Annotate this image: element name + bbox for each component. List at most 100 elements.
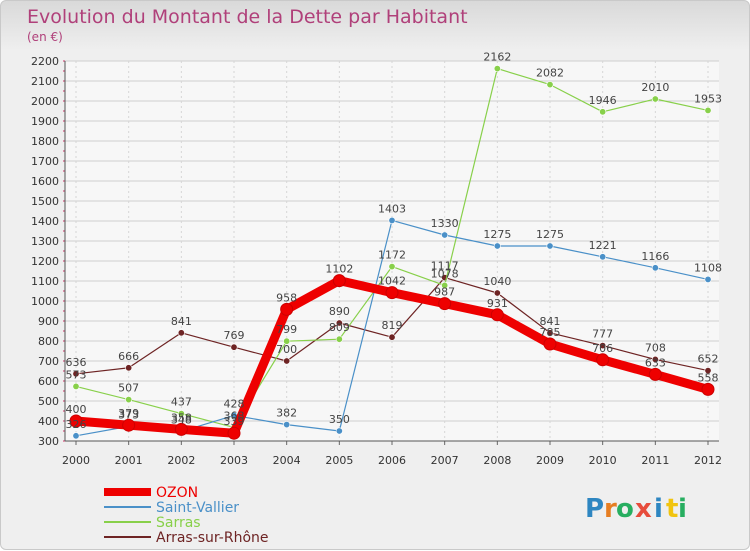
data-label-arras-sur-rh-ne: 890 bbox=[329, 305, 350, 318]
point-saint-vallier bbox=[651, 264, 659, 272]
data-label-sarras: 1078 bbox=[431, 267, 459, 280]
point-arras-sur-rh-ne bbox=[230, 343, 238, 351]
data-label-sarras: 809 bbox=[329, 321, 350, 334]
chart-subtitle: (en €) bbox=[27, 30, 63, 44]
point-ozon bbox=[543, 337, 557, 351]
point-sarras bbox=[493, 65, 501, 73]
point-arras-sur-rh-ne bbox=[72, 370, 80, 378]
point-arras-sur-rh-ne bbox=[704, 367, 712, 375]
y-tick-label: 1100 bbox=[31, 275, 59, 288]
data-label-saint-vallier: 1221 bbox=[589, 239, 617, 252]
grid bbox=[65, 60, 719, 442]
point-saint-vallier bbox=[599, 253, 607, 261]
point-ozon bbox=[174, 422, 188, 436]
point-sarras bbox=[599, 108, 607, 116]
chart-title: Evolution du Montant de la Dette par Hab… bbox=[27, 6, 468, 28]
data-label-ozon: 558 bbox=[698, 371, 719, 384]
point-arras-sur-rh-ne bbox=[335, 319, 343, 327]
data-label-arras-sur-rh-ne: 777 bbox=[592, 328, 613, 341]
legend-label-sarras: Sarras bbox=[156, 515, 201, 531]
data-label-sarras: 2162 bbox=[483, 51, 511, 64]
logo-letter: P bbox=[585, 494, 604, 524]
data-label-ozon: 1102 bbox=[325, 263, 353, 276]
data-label-sarras: 1946 bbox=[589, 94, 617, 107]
point-sarras bbox=[388, 263, 396, 271]
data-label-arras-sur-rh-ne: 841 bbox=[540, 315, 561, 328]
point-saint-vallier bbox=[441, 231, 449, 239]
point-saint-vallier bbox=[335, 427, 343, 435]
y-tick-label: 900 bbox=[38, 315, 59, 328]
point-saint-vallier bbox=[704, 275, 712, 283]
x-tick-label: 2010 bbox=[589, 454, 617, 467]
x-tick-label: 2002 bbox=[167, 454, 195, 467]
logo-letter: o bbox=[616, 494, 634, 524]
data-label-sarras: 368 bbox=[224, 409, 245, 422]
x-tick-label: 2009 bbox=[536, 454, 564, 467]
data-label-ozon: 785 bbox=[540, 326, 561, 339]
point-saint-vallier bbox=[493, 242, 501, 250]
point-sarras bbox=[335, 335, 343, 343]
point-sarras bbox=[704, 106, 712, 114]
point-saint-vallier bbox=[388, 216, 396, 224]
point-arras-sur-rh-ne bbox=[493, 289, 501, 297]
y-tick-label: 1900 bbox=[31, 115, 59, 128]
legend-label-arras-sur-rh-ne: Arras-sur-Rhône bbox=[156, 530, 269, 546]
point-arras-sur-rh-ne bbox=[388, 333, 396, 341]
x-tick-label: 2001 bbox=[115, 454, 143, 467]
point-ozon bbox=[122, 418, 136, 432]
data-label-saint-vallier: 428 bbox=[224, 397, 245, 410]
data-label-sarras: 799 bbox=[276, 323, 297, 336]
y-tick-label: 1500 bbox=[31, 195, 59, 208]
data-label-ozon: 400 bbox=[66, 403, 87, 416]
data-label-arras-sur-rh-ne: 841 bbox=[171, 315, 192, 328]
x-tick-label: 2003 bbox=[220, 454, 248, 467]
data-label-sarras: 2010 bbox=[641, 81, 669, 94]
data-label-saint-vallier: 1275 bbox=[536, 228, 564, 241]
y-tick-label: 500 bbox=[38, 395, 59, 408]
x-tick-label: 2011 bbox=[641, 454, 669, 467]
y-tick-label: 1700 bbox=[31, 155, 59, 168]
logo-letter: t bbox=[666, 494, 678, 524]
point-ozon bbox=[227, 426, 241, 440]
data-label-sarras: 507 bbox=[118, 382, 139, 395]
y-tick-label: 1400 bbox=[31, 215, 59, 228]
point-sarras bbox=[177, 410, 185, 418]
data-label-ozon: 931 bbox=[487, 297, 508, 310]
point-sarras bbox=[441, 281, 449, 289]
data-label-sarras: 2082 bbox=[536, 67, 564, 80]
point-arras-sur-rh-ne bbox=[599, 342, 607, 350]
y-tick-label: 300 bbox=[38, 435, 59, 448]
data-label-saint-vallier: 373 bbox=[118, 408, 139, 421]
x-tick-label: 2004 bbox=[273, 454, 301, 467]
x-tick-label: 2007 bbox=[431, 454, 459, 467]
data-label-ozon: 706 bbox=[592, 342, 613, 355]
point-arras-sur-rh-ne bbox=[651, 355, 659, 363]
point-arras-sur-rh-ne bbox=[546, 329, 554, 337]
data-label-saint-vallier: 1275 bbox=[483, 228, 511, 241]
data-label-sarras: 437 bbox=[171, 396, 192, 409]
data-label-arras-sur-rh-ne: 708 bbox=[645, 341, 666, 354]
point-saint-vallier bbox=[72, 432, 80, 440]
data-label-ozon: 633 bbox=[645, 356, 666, 369]
x-tick-label: 2005 bbox=[325, 454, 353, 467]
y-tick-label: 600 bbox=[38, 375, 59, 388]
y-tick-label: 1000 bbox=[31, 295, 59, 308]
data-label-sarras: 573 bbox=[66, 368, 87, 381]
data-label-ozon: 1042 bbox=[378, 275, 406, 288]
data-label-arras-sur-rh-ne: 636 bbox=[66, 356, 87, 369]
logo-letter: i bbox=[678, 494, 687, 524]
series-group bbox=[69, 65, 715, 440]
data-label-saint-vallier: 1166 bbox=[641, 250, 669, 263]
x-tick-label: 2008 bbox=[483, 454, 511, 467]
x-tick-label: 2006 bbox=[378, 454, 406, 467]
data-label-saint-vallier: 326 bbox=[66, 418, 87, 431]
point-ozon bbox=[490, 308, 504, 322]
point-ozon bbox=[596, 353, 610, 367]
data-label-saint-vallier: 1403 bbox=[378, 202, 406, 215]
point-sarras bbox=[546, 81, 554, 89]
point-ozon bbox=[648, 367, 662, 381]
